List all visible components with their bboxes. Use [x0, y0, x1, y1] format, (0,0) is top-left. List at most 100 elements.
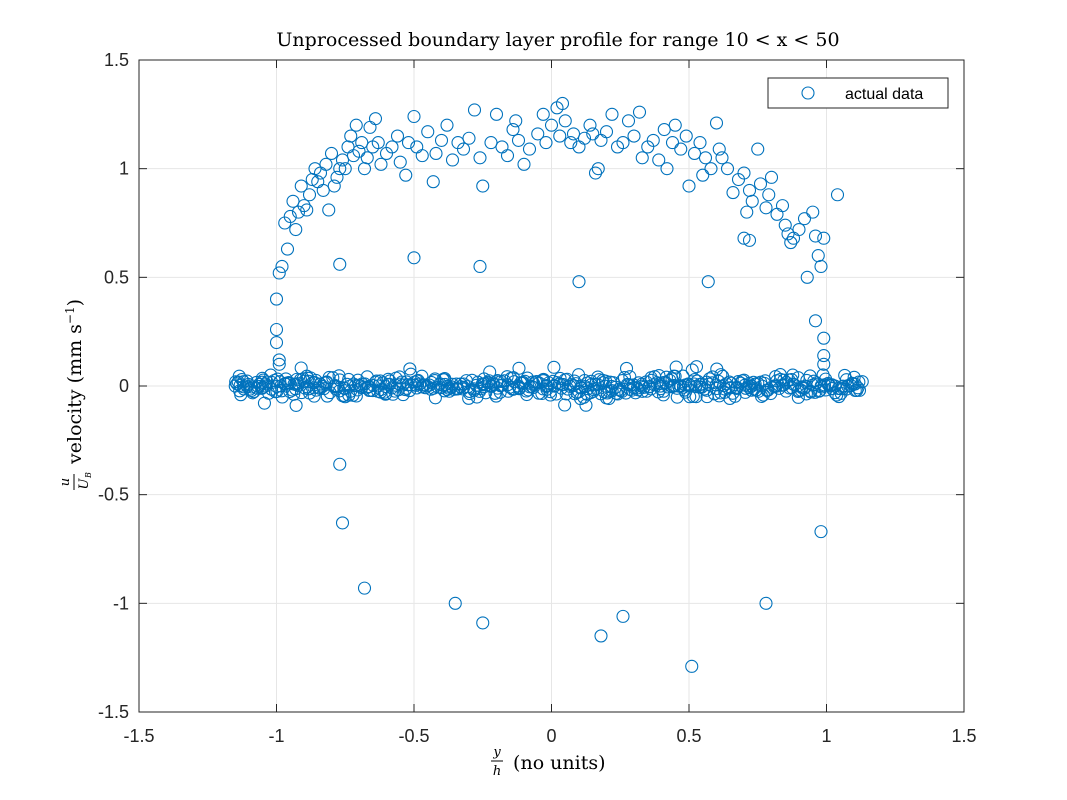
data-point — [434, 133, 449, 147]
data-point — [817, 331, 831, 345]
data-point — [602, 391, 616, 406]
data-point — [481, 375, 495, 389]
data-point — [715, 151, 729, 165]
data-point — [543, 388, 557, 402]
data-point — [236, 375, 251, 389]
y-label-exponent: −1 — [63, 306, 77, 324]
x-label-denominator: h — [493, 764, 501, 779]
data-point — [473, 259, 487, 274]
data-point — [682, 179, 696, 193]
data-point — [338, 390, 352, 404]
data-point — [737, 166, 751, 180]
data-point — [517, 157, 531, 171]
data-point — [289, 222, 303, 237]
data-point — [698, 151, 713, 165]
data-point — [632, 105, 647, 119]
data-point — [309, 373, 323, 388]
data-point — [712, 142, 726, 156]
legend-entry-actual-data: actual data — [845, 86, 923, 103]
data-point — [410, 381, 424, 395]
data-point — [445, 153, 460, 167]
data-point — [371, 136, 385, 150]
data-point — [374, 157, 388, 171]
data-point — [257, 396, 271, 410]
y-label-denominator: U — [77, 477, 92, 489]
x-tick-label: -0.5 — [398, 726, 429, 746]
data-point — [509, 114, 523, 128]
data-point — [473, 384, 487, 398]
data-point — [347, 377, 361, 391]
data-point — [385, 140, 399, 154]
data-point — [685, 659, 699, 673]
data-point — [579, 398, 593, 412]
x-tick-label: 1 — [821, 726, 831, 746]
y-tick-label: -0.5 — [98, 485, 129, 505]
data-point — [594, 629, 608, 643]
x-tick-label: -1.5 — [123, 726, 154, 746]
data-point — [667, 369, 681, 383]
data-point — [511, 133, 526, 147]
data-point — [448, 596, 462, 610]
data-point — [676, 369, 690, 383]
data-point — [357, 581, 372, 595]
data-point — [830, 188, 845, 202]
y-label-main: velocity (mm s — [64, 324, 86, 470]
y-label-close: ) — [64, 299, 86, 306]
data-point — [500, 149, 515, 163]
data-point — [751, 142, 765, 156]
data-point — [723, 391, 737, 405]
data-point — [778, 218, 792, 232]
data-point — [438, 372, 452, 386]
data-point — [685, 363, 699, 377]
y-tick-label: 1 — [119, 159, 129, 179]
y-tick-label: 0.5 — [104, 267, 129, 287]
data-point — [473, 151, 487, 165]
data-point — [553, 129, 567, 143]
data-point — [275, 259, 289, 274]
data-point — [390, 129, 405, 143]
data-point — [797, 212, 812, 226]
data-point — [476, 616, 490, 630]
data-point — [668, 118, 682, 132]
x-axis-label: y h (no units) — [491, 745, 606, 779]
data-point — [616, 609, 630, 623]
data-point — [740, 205, 754, 219]
data-point — [322, 203, 336, 217]
data-point — [294, 361, 308, 375]
data-point — [814, 259, 828, 274]
data-point — [531, 127, 545, 141]
data-point — [330, 170, 344, 184]
data-point — [463, 387, 477, 401]
data-point — [558, 114, 572, 128]
data-point — [316, 183, 330, 197]
y-tick-label: 1.5 — [104, 50, 129, 70]
data-point — [684, 379, 698, 393]
data-point — [687, 146, 702, 161]
data-point — [289, 377, 303, 392]
data-point — [764, 170, 779, 184]
data-point — [762, 188, 776, 202]
data-point — [745, 194, 759, 208]
data-point — [360, 151, 374, 165]
data-point — [679, 129, 693, 143]
data-point — [689, 360, 704, 374]
data-point — [637, 380, 651, 394]
data-point — [555, 96, 570, 111]
data-point — [817, 349, 831, 363]
data-point — [583, 118, 597, 132]
data-point — [710, 362, 724, 376]
data-point — [572, 275, 586, 289]
data-point — [616, 136, 630, 150]
data-point — [539, 136, 553, 150]
data-point — [519, 384, 533, 398]
y-label-denominator-sub: B — [84, 472, 93, 479]
data-point — [775, 199, 790, 213]
data-point — [297, 199, 311, 213]
data-point — [536, 107, 550, 121]
data-point — [588, 166, 603, 180]
data-point — [759, 201, 773, 215]
y-axis-label: u U B velocity (mm s−1) — [58, 299, 93, 490]
x-label-text: (no units) — [507, 752, 606, 774]
data-point — [421, 125, 435, 139]
data-point — [407, 251, 421, 265]
